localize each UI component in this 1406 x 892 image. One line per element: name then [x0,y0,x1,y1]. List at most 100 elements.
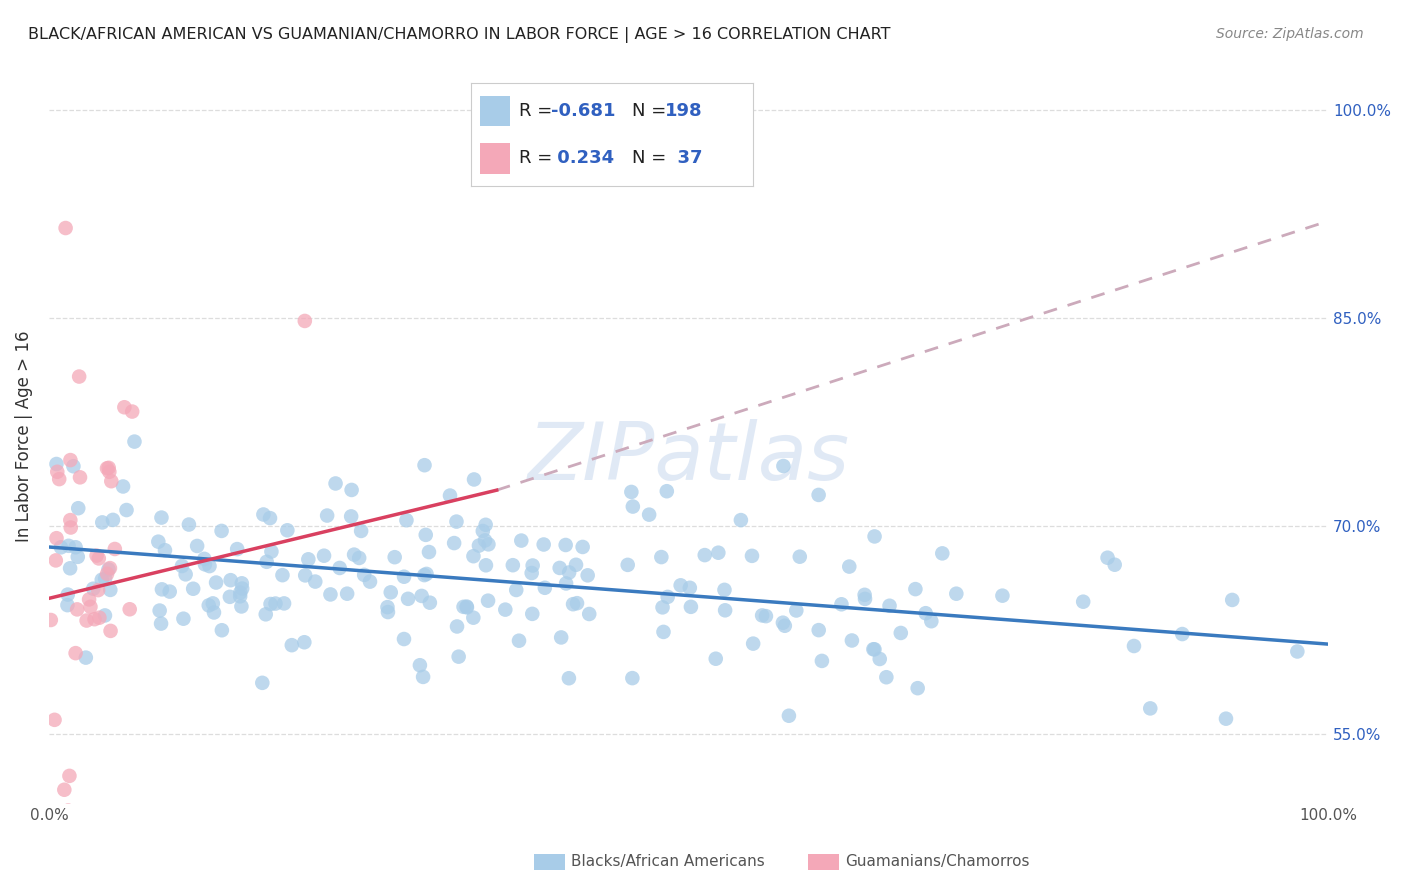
Point [66,549,89,564]
Point [316,508,339,523]
Point [1123,639,1146,653]
Point [49,541,72,555]
Point [259,511,281,525]
Point [260,544,283,558]
Point [148,534,170,549]
Point [56,588,79,602]
Point [359,574,381,589]
Point [231,599,253,614]
Point [621,500,644,514]
Point [945,587,967,601]
Point [281,638,304,652]
Point [409,658,432,673]
Point [418,545,440,559]
Point [77,592,100,607]
Point [510,533,533,548]
Point [325,476,347,491]
Point [294,568,316,582]
Point [508,633,530,648]
Point [94,572,117,586]
Point [862,642,884,657]
Point [474,533,496,548]
Point [112,401,135,415]
Point [118,602,141,616]
Point [863,642,886,657]
Point [565,596,588,610]
Point [879,599,901,613]
Point [59,561,82,575]
Point [811,654,834,668]
Point [920,614,942,628]
Point [713,582,735,597]
Point [443,536,465,550]
Point [707,546,730,560]
Point [621,671,644,685]
Point [520,566,543,580]
Point [198,559,221,574]
Point [271,568,294,582]
Point [522,607,544,621]
Point [669,578,692,592]
Point [413,568,436,582]
Point [1071,595,1094,609]
Point [578,607,600,621]
Point [205,575,228,590]
Point [413,458,436,473]
Point [679,599,702,614]
Text: ZIPatlas: ZIPatlas [527,419,849,497]
Point [377,600,399,615]
Point [991,589,1014,603]
Point [755,609,778,624]
Point [170,559,193,574]
Point [411,589,433,603]
Point [104,541,127,556]
Point [58,769,80,783]
Point [830,597,852,611]
Point [1104,558,1126,572]
Point [124,434,146,449]
Point [347,551,370,566]
Point [98,465,121,479]
Point [475,558,498,573]
Point [571,540,593,554]
Point [46,465,69,479]
Point [396,591,419,606]
Point [657,590,679,604]
Point [202,606,225,620]
Point [67,369,90,384]
Point [76,614,98,628]
Point [329,561,352,575]
Point [172,612,194,626]
Point [91,516,114,530]
Point [294,314,316,328]
Point [75,650,97,665]
Point [650,550,672,565]
Point [44,713,66,727]
Point [558,671,581,685]
Point [86,549,108,563]
Text: Guamanians/Chamorros: Guamanians/Chamorros [845,855,1029,869]
Point [679,581,702,595]
Point [65,646,87,660]
Point [471,524,494,538]
Point [211,624,233,638]
Point [56,598,79,612]
Point [48,472,70,486]
Point [565,558,588,572]
Point [218,590,240,604]
Point [273,596,295,610]
Point [714,603,737,617]
Point [153,543,176,558]
Point [186,539,208,553]
Point [201,596,224,610]
Point [772,458,794,473]
Point [655,484,678,499]
Point [751,608,773,623]
Point [96,566,118,581]
Text: Blacks/African Americans: Blacks/African Americans [571,855,765,869]
Point [778,708,800,723]
Point [456,599,478,614]
Point [494,602,516,616]
Point [773,619,796,633]
Point [340,509,363,524]
